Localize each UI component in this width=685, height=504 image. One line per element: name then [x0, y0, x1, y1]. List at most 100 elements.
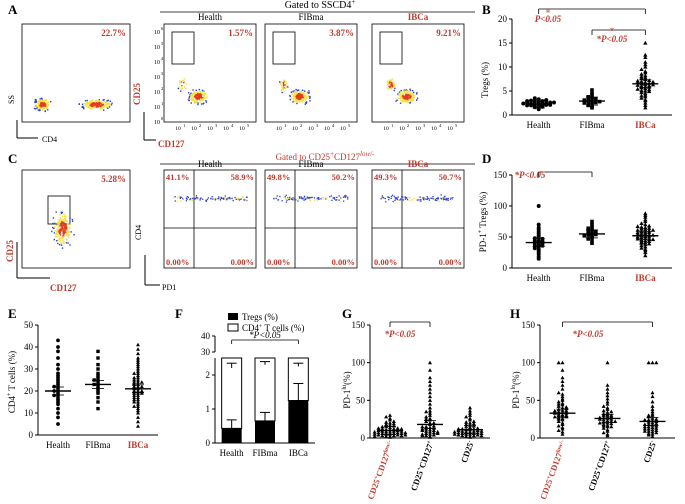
x-category-label: FIBma — [85, 440, 110, 450]
data-point — [479, 433, 484, 438]
flow-event — [62, 227, 64, 229]
flow-event — [186, 196, 188, 198]
flow-event — [416, 199, 418, 201]
panel-a-ytick-exp: 2 — [161, 86, 163, 91]
data-point — [403, 430, 408, 435]
data-point — [384, 422, 389, 426]
flow-event — [190, 198, 193, 200]
flow-event — [63, 220, 66, 223]
flow-event — [401, 96, 403, 99]
data-point — [647, 223, 652, 228]
panel-a-xtick: 10 — [276, 126, 282, 132]
flow-event — [38, 107, 40, 109]
data-point — [388, 423, 392, 427]
data-point — [590, 225, 594, 229]
flow-event — [100, 103, 103, 105]
flow-event — [111, 102, 113, 104]
flow-event — [389, 79, 391, 81]
flow-event — [395, 100, 397, 102]
panel-c-quad-ul: 49.3% — [374, 172, 397, 182]
data-point — [601, 411, 606, 416]
flow-event — [86, 102, 89, 104]
x-category-label: Health — [220, 448, 244, 458]
flow-event — [411, 99, 413, 101]
flow-event — [232, 200, 234, 202]
data-point — [560, 383, 565, 387]
flow-event — [244, 199, 246, 201]
flow-event — [418, 199, 420, 201]
flow-event — [293, 97, 295, 99]
data-point — [647, 241, 652, 246]
flow-event — [394, 87, 396, 90]
data-point — [96, 389, 100, 393]
flow-event — [61, 220, 63, 222]
data-point — [136, 424, 140, 428]
flow-event — [40, 106, 42, 108]
flow-event — [282, 87, 284, 90]
p-value-label: *P<0.05 — [515, 170, 546, 180]
data-point — [468, 411, 472, 415]
flow-event — [197, 95, 199, 97]
flow-event — [400, 198, 402, 200]
flow-event — [217, 198, 219, 200]
flow-event — [305, 94, 307, 97]
flow-event — [92, 101, 94, 104]
flow-event — [431, 197, 433, 200]
flow-event — [394, 199, 396, 202]
flow-event — [291, 198, 293, 200]
data-point — [428, 405, 432, 410]
flow-event — [88, 106, 91, 109]
x-category-label: FIBma — [579, 120, 604, 130]
flow-event — [409, 91, 411, 93]
data-point — [388, 416, 392, 420]
data-point — [139, 384, 144, 389]
flow-event — [202, 95, 204, 97]
flow-event — [390, 88, 393, 90]
data-point — [609, 424, 614, 429]
data-point — [136, 356, 140, 360]
data-point — [388, 434, 392, 438]
data-point — [609, 409, 614, 414]
flow-event — [65, 242, 68, 244]
flow-event — [33, 107, 36, 110]
data-point — [424, 424, 429, 429]
flow-event — [42, 108, 44, 111]
data-point — [650, 390, 655, 395]
data-point — [590, 93, 594, 98]
flow-event — [36, 105, 38, 108]
flow-event — [177, 196, 179, 198]
flow-event — [65, 220, 67, 222]
flow-event — [297, 89, 300, 91]
flow-event — [222, 198, 224, 200]
panel-a-plot1-pct: 22.7% — [101, 28, 126, 38]
data-point — [582, 101, 587, 105]
flow-event — [285, 80, 287, 83]
flow-event — [202, 90, 204, 93]
flow-event — [447, 197, 449, 200]
y-tick-label: 15 — [498, 38, 508, 48]
flow-event — [81, 106, 83, 109]
panel-a-ytick: 10 — [154, 60, 160, 66]
flow-event — [73, 234, 75, 236]
flow-event — [176, 197, 178, 199]
panel-c-plot1-dots — [51, 211, 75, 249]
flow-event — [285, 84, 287, 87]
flow-event — [38, 100, 40, 102]
flow-event — [211, 196, 213, 198]
flow-event — [191, 96, 194, 99]
data-point — [590, 104, 594, 109]
x-category-label: CD25+CD127low/- — [538, 439, 569, 501]
flow-event — [318, 198, 320, 200]
data-point — [560, 392, 565, 396]
data-point — [391, 433, 396, 438]
flow-event — [394, 197, 396, 199]
data-point — [424, 414, 429, 419]
flow-event — [60, 219, 62, 221]
panel-a-ytick: 10 — [154, 105, 160, 111]
flow-event — [333, 197, 335, 199]
flow-event — [303, 94, 305, 96]
data-point — [560, 429, 565, 434]
data-point — [635, 224, 640, 229]
flow-event — [41, 100, 44, 102]
flow-event — [58, 244, 61, 246]
